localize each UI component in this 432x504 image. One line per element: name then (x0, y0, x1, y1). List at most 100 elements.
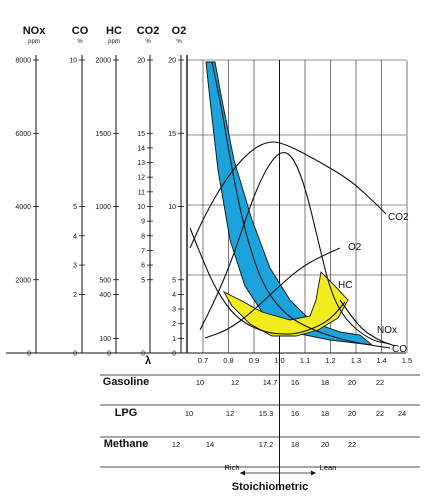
fuel-ratio-value: 18 (291, 440, 299, 449)
scale-tick-label: 20 (168, 58, 176, 65)
fuel-ratio-value: 22 (376, 409, 384, 418)
scale-tick-label: 9 (141, 219, 145, 226)
o2-curve (204, 247, 341, 339)
scale-tick-label: 3 (172, 307, 176, 314)
scale-tick-label: 1 (172, 336, 176, 343)
fuel-ratio-value: 18 (321, 409, 329, 418)
hc-curve (189, 227, 346, 335)
fuel-ratio-value: 24 (398, 409, 406, 418)
scale-unit: % (176, 39, 182, 45)
scale-tick-label: 10 (168, 204, 176, 211)
scale-tick-label: 500 (99, 277, 111, 284)
hc-label: HC (338, 280, 352, 291)
fuel-ratio-value: 14.7 (263, 378, 278, 387)
nox-tail-curve (339, 299, 396, 347)
co-curve (211, 61, 391, 349)
scale-tick-label: 7 (141, 248, 145, 255)
scale-tick-label: 5 (172, 277, 176, 284)
scale-tick-label: 6 (141, 263, 145, 270)
scale-tick-label: 2000 (15, 277, 31, 284)
o2-label: O2 (348, 242, 362, 253)
fuel-name: LPG (115, 407, 138, 419)
lean-arrowhead (311, 470, 316, 476)
scale-title: CO2 (137, 25, 160, 37)
stoichiometric-label: Stoichiometric (232, 481, 308, 493)
fuel-ratio-value: 20 (348, 409, 356, 418)
scale-tick-label: 15 (168, 131, 176, 138)
co-band (205, 61, 374, 346)
scale-tick-label: 8 (141, 233, 145, 240)
fuel-ratio-value: 15.3 (259, 409, 274, 418)
scale-tick-label: 0 (141, 351, 145, 358)
scale-tick-label: 1000 (95, 204, 111, 211)
lambda-tick-label: 1.0 (274, 356, 284, 365)
lambda-tick-label: 1.2 (325, 356, 335, 365)
scale-tick-label: 11 (138, 189, 145, 196)
scale-tick-label: 0 (172, 351, 176, 358)
fuel-ratio-value: 10 (185, 409, 193, 418)
rich-label: Rich (224, 463, 239, 472)
scale-tick-label: 3 (73, 263, 77, 270)
scale-tick-label: 15 (137, 131, 145, 138)
scale-co2: CO2% 20 15 14 13 12 11 10 9 8 7 6 5 0 (137, 25, 160, 358)
scale-tick-label: 8000 (15, 58, 31, 65)
fuel-name: Methane (104, 438, 149, 450)
fuel-row-gasoline: Gasoline 10 12 14.7 16 18 20 22 (103, 376, 384, 388)
lambda-tick-label: 0.8 (223, 356, 233, 365)
scale-tick-label: 0 (73, 351, 77, 358)
scale-tick-label: 13 (137, 160, 145, 167)
scale-title: O2 (172, 25, 187, 37)
scale-tick-label: 10 (137, 204, 145, 211)
scale-tick-label: 2 (73, 292, 77, 299)
scale-tick-label: 4000 (15, 204, 31, 211)
fuel-ratio-value: 22 (376, 378, 384, 387)
co2-label: CO2 (388, 212, 409, 223)
scale-tick-label: 2000 (95, 58, 111, 65)
fuel-ratio-value: 22 (348, 440, 356, 449)
scale-title: CO (72, 25, 89, 37)
fuel-ratio-value: 10 (196, 378, 204, 387)
fuel-ratio-value: 18 (321, 378, 329, 387)
lambda-tick-label: 1.4 (376, 356, 386, 365)
fuel-name: Gasoline (103, 376, 149, 388)
scale-unit: % (145, 39, 151, 45)
scale-tick-label: 6000 (15, 131, 31, 138)
scale-tick-label: 0 (27, 351, 31, 358)
rich-arrowhead (240, 470, 245, 476)
scale-tick-label: 400 (99, 292, 111, 299)
scale-title: HC (106, 25, 122, 37)
scale-tick-label: 14 (137, 145, 145, 152)
scale-tick-label: 10 (69, 58, 77, 65)
fuel-ratio-value: 16 (291, 378, 299, 387)
scale-tick-label: 5 (73, 204, 77, 211)
fuel-ratio-value: 17.2 (259, 440, 274, 449)
co2-curve (189, 141, 387, 249)
fuel-row-lpg: LPG 10 12 15.3 16 18 20 22 24 (115, 407, 406, 419)
fuel-ratio-value: 12 (231, 378, 239, 387)
nox-curve (199, 152, 391, 345)
fuel-ratio-value: 16 (291, 409, 299, 418)
scale-tick-label: 0 (107, 351, 111, 358)
lean-label: Lean (320, 463, 337, 472)
scale-tick-label: 1500 (95, 131, 111, 138)
scale-tick-label: 20 (137, 58, 145, 65)
scale-tick-label: 12 (137, 175, 145, 182)
scale-tick-label: 4 (172, 292, 176, 299)
fuel-ratio-value: 12 (226, 409, 234, 418)
lambda-tick-label: 1.3 (351, 356, 361, 365)
co-label: CO (392, 344, 407, 355)
fuel-ratio-value: 12 (172, 440, 180, 449)
scale-title: NOx (23, 25, 47, 37)
nox-label: NOx (377, 325, 397, 336)
fuel-ratio-value: 20 (321, 440, 329, 449)
scale-unit: ppm (28, 39, 40, 45)
scale-tick-label: 100 (99, 336, 111, 343)
scale-tick-label: 2 (172, 321, 176, 328)
scale-tick-label: 4 (73, 233, 77, 240)
scale-co: CO% 10 5 4 3 2 0 (69, 25, 88, 358)
scale-tick-label: 5 (141, 277, 145, 284)
scale-unit: % (77, 39, 83, 45)
